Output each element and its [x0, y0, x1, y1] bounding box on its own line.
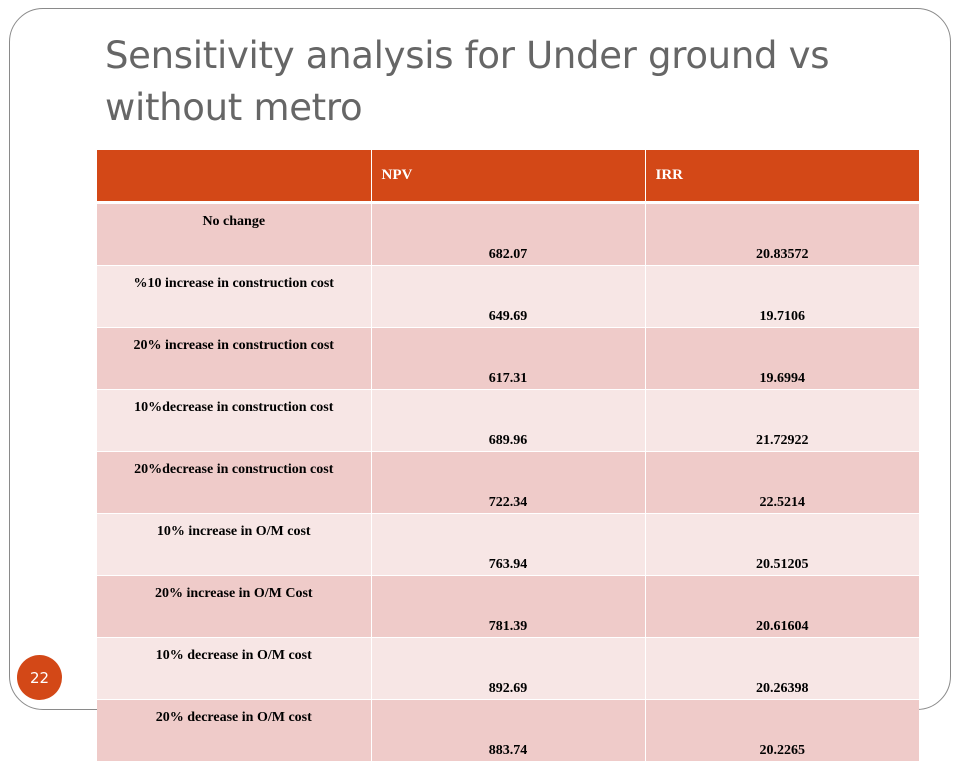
row-label: 20%decrease in construction cost — [97, 451, 372, 514]
npv-value: 892.69 — [371, 637, 646, 700]
irr-value: 20.2265 — [645, 699, 919, 762]
slide-title: Sensitivity analysis for Under ground vs… — [105, 34, 830, 129]
table-row: 20% increase in construction cost 617.31… — [97, 327, 919, 390]
table-row: 20% decrease in O/M cost 883.74 20.2265 — [97, 699, 919, 762]
row-label: 20% increase in construction cost — [97, 327, 372, 390]
npv-value: 617.31 — [371, 327, 646, 390]
row-label: 20% increase in O/M Cost — [97, 575, 372, 638]
irr-value: 21.72922 — [645, 389, 919, 452]
irr-value: 19.6994 — [645, 327, 919, 390]
table-row: 10% increase in O/M cost 763.94 20.51205 — [97, 513, 919, 576]
npv-value: 781.39 — [371, 575, 646, 638]
npv-value: 722.34 — [371, 451, 646, 514]
row-label: %10 increase in construction cost — [97, 265, 372, 328]
npv-value: 763.94 — [371, 513, 646, 576]
table-row: 10%decrease in construction cost 689.96 … — [97, 389, 919, 452]
table-row: 20%decrease in construction cost 722.34 … — [97, 451, 919, 514]
table-header-row: NPV IRR — [97, 150, 919, 204]
irr-value: 20.61604 — [645, 575, 919, 638]
header-label-column — [97, 150, 372, 204]
header-irr: IRR — [645, 150, 919, 204]
table-row: %10 increase in construction cost 649.69… — [97, 265, 919, 328]
row-label: 10% increase in O/M cost — [97, 513, 372, 576]
irr-value: 22.5214 — [645, 451, 919, 514]
row-label: 10% decrease in O/M cost — [97, 637, 372, 700]
irr-value: 19.7106 — [645, 265, 919, 328]
row-label: No change — [97, 202, 372, 266]
header-npv: NPV — [371, 150, 646, 204]
npv-value: 883.74 — [371, 699, 646, 762]
npv-value: 649.69 — [371, 265, 646, 328]
table-row: 20% increase in O/M Cost 781.39 20.61604 — [97, 575, 919, 638]
npv-value: 689.96 — [371, 389, 646, 452]
row-label: 20% decrease in O/M cost — [97, 699, 372, 762]
page-number-badge: 22 — [17, 655, 62, 700]
sensitivity-table: NPV IRR No change 682.07 20.83572 %10 in… — [97, 150, 919, 762]
npv-value: 682.07 — [371, 202, 646, 266]
table-row: 10% decrease in O/M cost 892.69 20.26398 — [97, 637, 919, 700]
irr-value: 20.26398 — [645, 637, 919, 700]
irr-value: 20.83572 — [645, 202, 919, 266]
row-label: 10%decrease in construction cost — [97, 389, 372, 452]
irr-value: 20.51205 — [645, 513, 919, 576]
table-row: No change 682.07 20.83572 — [97, 202, 919, 266]
